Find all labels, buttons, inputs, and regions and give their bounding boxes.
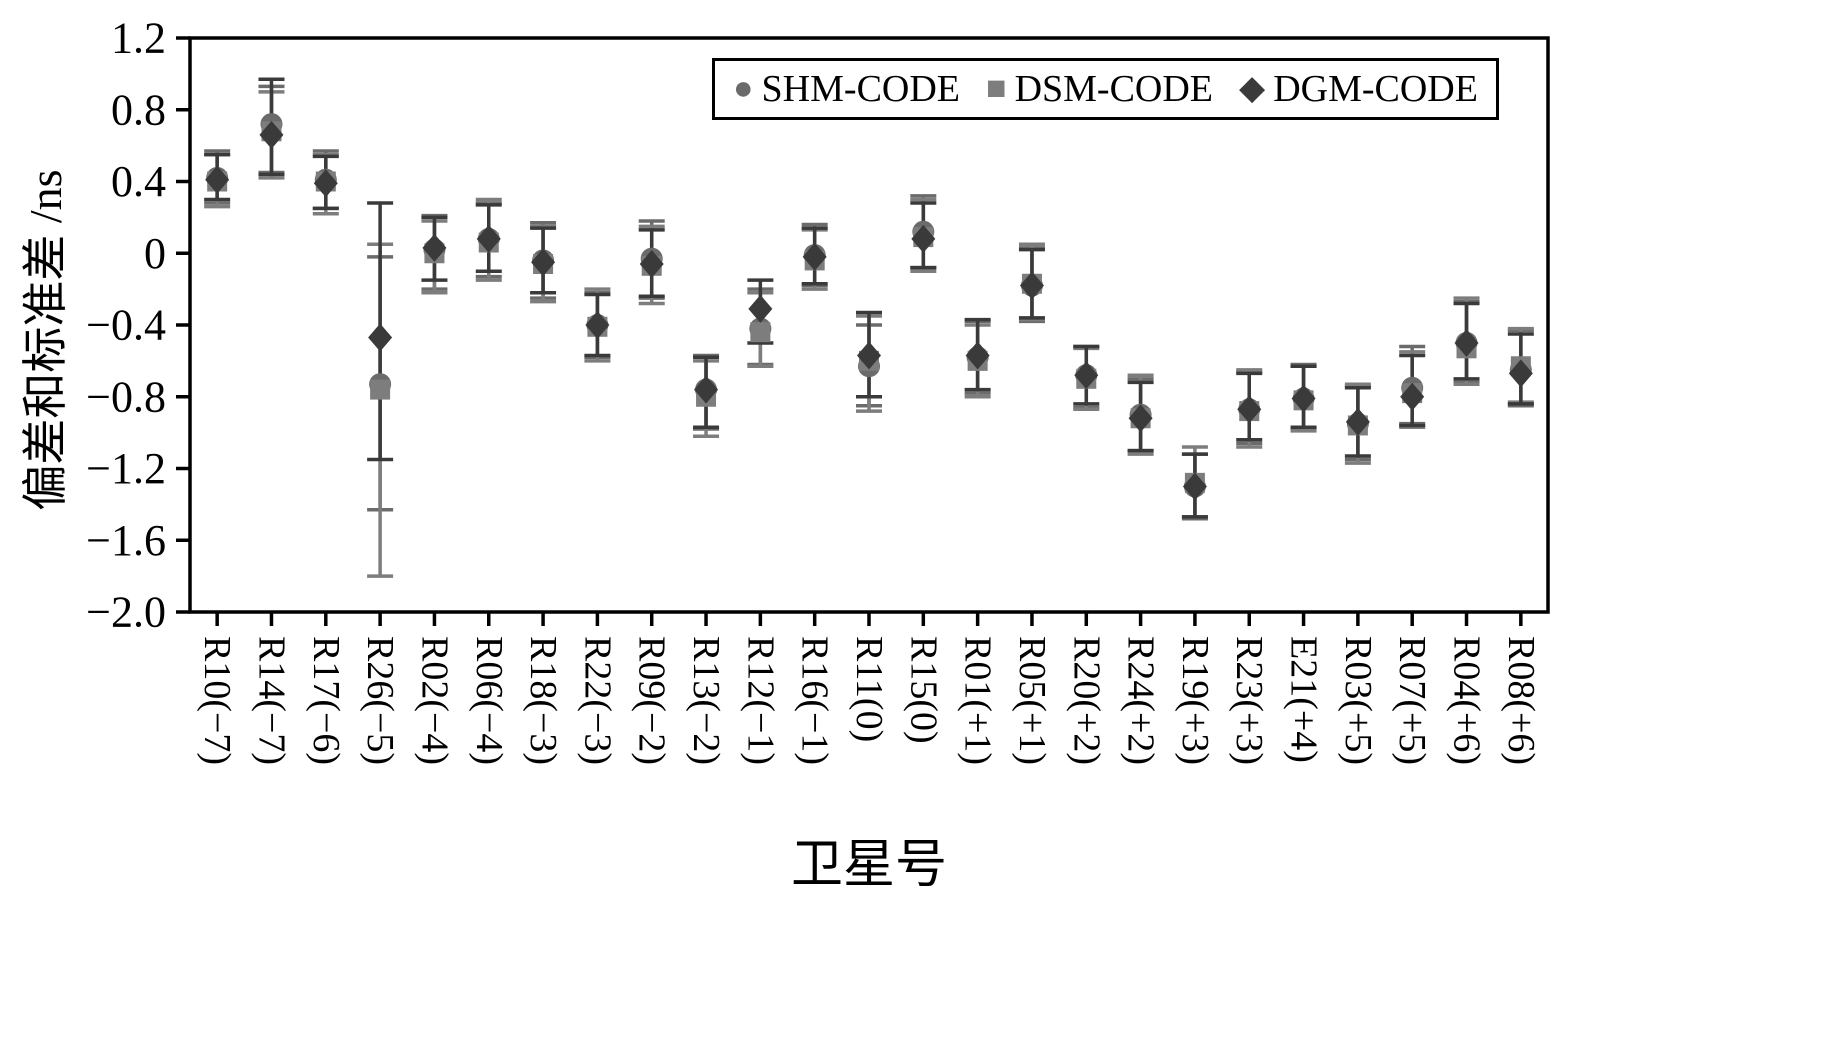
x-tick-label: R02(−4) [413,636,455,765]
marker-diamond [585,311,610,339]
marker-diamond [1345,407,1370,436]
x-tick-label: R12(−1) [739,636,781,765]
legend-label-dgm-code: DGM-CODE [1273,68,1478,110]
x-tick-label: E21(+4) [1283,636,1325,763]
diamond-marker-icon: ◆ [1239,70,1266,107]
marker-diamond [313,169,338,198]
marker-square [750,322,771,343]
legend-label-dsm-code: DSM-CODE [1014,68,1214,110]
circle-marker-icon: ● [733,70,754,107]
y-tick-label: −2.0 [86,588,166,637]
x-tick-label: R09(−2) [631,636,673,765]
x-tick-label: R24(+2) [1120,636,1162,765]
marker-diamond [476,224,501,253]
x-axis-label: 卫星号 [790,837,947,894]
marker-diamond [1237,395,1262,424]
y-tick-label: −0.8 [86,372,166,421]
x-tick-label: R06(−4) [468,636,510,765]
x-tick-label: R18(−3) [522,636,564,765]
y-tick-label: −1.2 [86,444,166,493]
y-tick-label: −1.6 [86,516,166,565]
legend: ● SHM-CODE ■ DSM-CODE ◆ DGM-CODE [712,58,1499,120]
x-tick-label: R22(−3) [576,636,618,765]
marker-diamond [694,375,719,404]
x-tick-label: R26(−5) [359,636,401,765]
marker-diamond [1019,271,1044,300]
y-tick-label: 1.2 [111,14,166,63]
y-tick-label: 0.8 [111,85,166,134]
legend-item-dsm-code: ■ DSM-CODE [986,67,1213,111]
x-tick-label: R17(−6) [305,636,347,765]
x-tick-label: R19(+3) [1174,636,1216,765]
x-tick-label: R08(+6) [1500,636,1542,765]
marker-diamond [965,341,990,370]
marker-square [370,379,391,400]
x-tick-label: R11(0) [848,636,890,742]
marker-diamond [1074,361,1099,390]
marker-diamond [748,294,773,323]
y-tick-label: 0.4 [111,157,166,206]
marker-diamond [1182,472,1207,501]
x-tick-label: R04(+6) [1446,636,1488,765]
marker-diamond [531,248,556,277]
x-tick-label: R05(+1) [1011,636,1053,765]
marker-diamond [1291,384,1316,413]
legend-label-shm-code: SHM-CODE [761,68,961,110]
marker-diamond [1128,404,1153,433]
marker-diamond [259,120,284,149]
marker-diamond [205,165,230,194]
y-tick-label: −0.4 [86,301,166,350]
y-tick-label: 0 [144,229,166,278]
x-tick-label: R16(−1) [794,636,836,765]
x-tick-label: R03(+5) [1337,636,1379,765]
square-marker-icon: ■ [986,70,1007,107]
marker-diamond [857,341,881,370]
legend-item-shm-code: ● SHM-CODE [733,67,960,111]
marker-diamond [639,250,664,279]
marker-diamond [911,224,936,253]
y-axis-label: 偏差和标准差 /ns [20,169,71,511]
x-tick-label: R14(−7) [250,636,292,765]
x-tick-label: R10(−7) [196,636,238,765]
marker-diamond [1400,382,1425,411]
x-tick-label: R13(−2) [685,636,727,765]
marker-diamond [368,323,393,352]
x-tick-label: R07(+5) [1391,636,1433,765]
marker-diamond [422,233,447,262]
marker-diamond [802,242,827,271]
marker-diamond [1454,328,1479,357]
marker-diamond [1508,359,1533,388]
x-tick-label: R01(+1) [957,636,999,765]
x-tick-label: R15(0) [902,636,944,744]
legend-item-dgm-code: ◆ DGM-CODE [1239,67,1478,111]
x-tick-label: R20(+2) [1065,636,1107,765]
x-tick-label: R23(+3) [1228,636,1270,765]
